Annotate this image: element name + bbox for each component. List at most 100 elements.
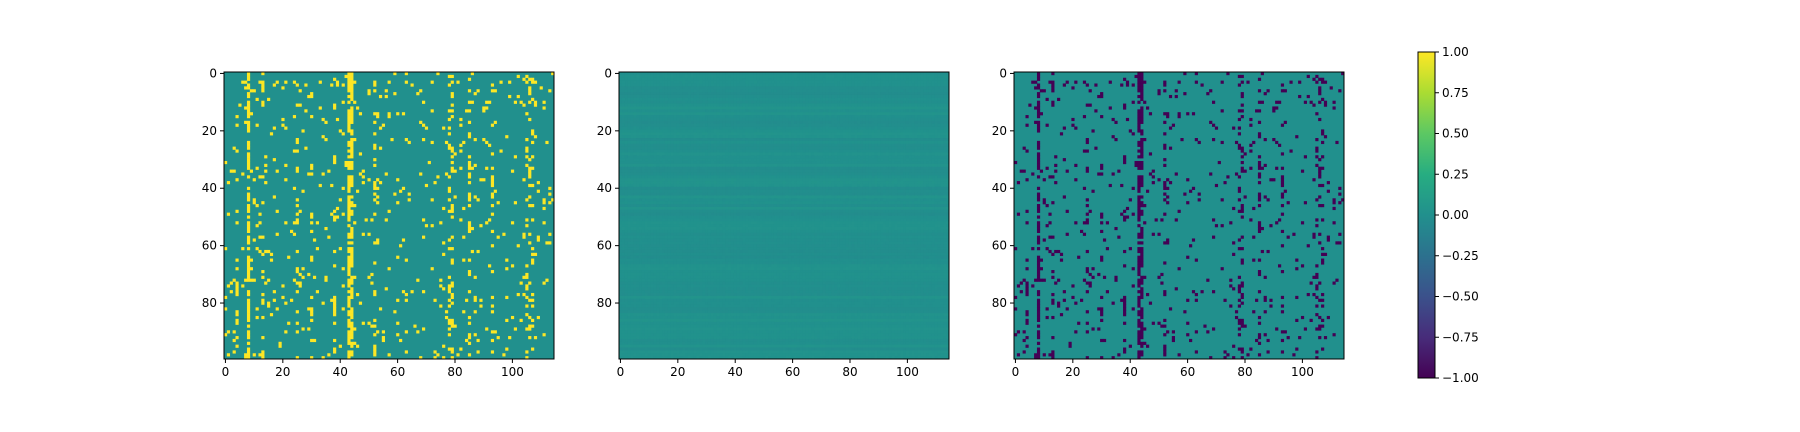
heatmap-cell xyxy=(811,100,815,104)
heatmap-cell xyxy=(880,132,884,136)
heatmap-cell xyxy=(848,181,852,185)
heatmap-cell xyxy=(785,117,789,122)
heatmap-cell xyxy=(473,275,477,279)
heatmap-cell xyxy=(522,292,526,297)
heatmap-cell xyxy=(467,100,472,104)
heatmap-cell xyxy=(659,129,663,133)
heatmap-cell xyxy=(788,163,792,168)
heatmap-cell xyxy=(318,183,322,188)
heatmap-cell xyxy=(246,74,251,79)
heatmap-cell xyxy=(897,175,901,179)
heatmap-cell xyxy=(656,152,660,156)
heatmap-cell xyxy=(860,183,864,188)
heatmap-cell xyxy=(802,72,806,76)
heatmap-cell xyxy=(246,238,251,242)
heatmap-cell xyxy=(946,132,950,136)
heatmap-cell xyxy=(350,261,354,265)
heatmap-cell xyxy=(937,181,941,185)
heatmap-cell xyxy=(837,89,841,93)
heatmap-cell xyxy=(937,80,941,84)
heatmap-cell xyxy=(802,97,806,101)
heatmap-cell xyxy=(940,183,944,188)
heatmap-cell xyxy=(699,169,703,173)
heatmap-cell xyxy=(730,135,735,139)
heatmap-cell xyxy=(796,166,801,170)
heatmap-cell xyxy=(923,72,927,76)
heatmap-cell xyxy=(762,129,766,133)
heatmap-cell xyxy=(822,112,826,116)
heatmap-cell xyxy=(756,129,760,133)
heatmap-cell xyxy=(508,94,512,99)
heatmap-cell xyxy=(636,132,640,136)
heatmap-cell xyxy=(751,89,755,93)
heatmap-cell xyxy=(931,152,935,156)
heatmap-cell xyxy=(650,135,654,139)
heatmap-cell xyxy=(748,106,752,110)
heatmap-cell xyxy=(894,152,898,156)
heatmap-cell xyxy=(246,336,251,340)
heatmap-cell xyxy=(768,94,772,99)
heatmap-cell xyxy=(745,143,749,147)
heatmap-cell xyxy=(937,160,941,165)
heatmap-cell xyxy=(670,158,674,162)
heatmap-cell xyxy=(765,94,769,99)
heatmap-cell xyxy=(267,278,271,282)
heatmap-cell xyxy=(877,169,881,173)
heatmap-cell xyxy=(796,163,801,168)
heatmap-cell xyxy=(940,178,944,182)
heatmap-cell xyxy=(730,163,735,168)
heatmap-cell xyxy=(356,106,360,110)
heatmap-cell xyxy=(482,106,486,110)
heatmap-cell xyxy=(805,117,809,122)
heatmap-cell xyxy=(378,307,383,311)
heatmap-cell xyxy=(662,183,666,188)
heatmap-cell xyxy=(831,140,835,145)
heatmap-cell xyxy=(347,284,351,288)
heatmap-cell xyxy=(831,172,835,176)
heatmap-cell xyxy=(713,135,717,139)
heatmap-cell xyxy=(871,89,875,93)
heatmap-cell xyxy=(888,94,892,99)
heatmap-cell xyxy=(805,140,809,145)
heatmap-cell xyxy=(728,94,732,99)
heatmap-cell xyxy=(851,120,855,124)
heatmap-cell xyxy=(822,77,826,81)
heatmap-cell xyxy=(639,83,643,87)
heatmap-cell xyxy=(802,74,806,79)
heatmap-cell xyxy=(776,103,780,107)
heatmap-cell xyxy=(834,140,838,145)
heatmap-cell xyxy=(676,92,680,96)
heatmap-cell xyxy=(261,89,265,93)
heatmap-cell xyxy=(891,132,895,136)
heatmap-cell xyxy=(252,89,256,93)
heatmap-cell xyxy=(831,106,835,110)
heatmap-cell xyxy=(877,132,881,136)
heatmap-cell xyxy=(310,163,314,168)
heatmap-cell xyxy=(627,181,631,185)
heatmap-cell xyxy=(439,284,443,288)
heatmap-cell xyxy=(897,77,901,81)
heatmap-cell xyxy=(361,181,365,185)
heatmap-cell xyxy=(828,169,832,173)
heatmap-cell xyxy=(923,94,927,99)
heatmap-cell xyxy=(650,112,654,116)
heatmap-cell xyxy=(450,284,454,288)
heatmap-cell xyxy=(848,172,852,176)
heatmap-cell xyxy=(791,183,795,188)
heatmap-cell xyxy=(753,152,758,156)
heatmap-cell xyxy=(710,120,714,124)
heatmap-cell xyxy=(802,123,806,127)
heatmap-cell xyxy=(937,143,941,147)
heatmap-cell xyxy=(246,166,251,170)
heatmap-cell xyxy=(900,181,904,185)
heatmap-cell xyxy=(937,117,941,122)
heatmap-cell xyxy=(335,206,340,211)
heatmap-cell xyxy=(817,146,821,150)
heatmap-cell xyxy=(900,112,904,116)
heatmap-cell xyxy=(647,163,651,168)
heatmap-cell xyxy=(779,80,783,84)
heatmap-cell xyxy=(235,149,239,153)
heatmap-cell xyxy=(825,152,829,156)
heatmap-cell xyxy=(730,140,735,145)
heatmap-cell xyxy=(837,103,841,107)
